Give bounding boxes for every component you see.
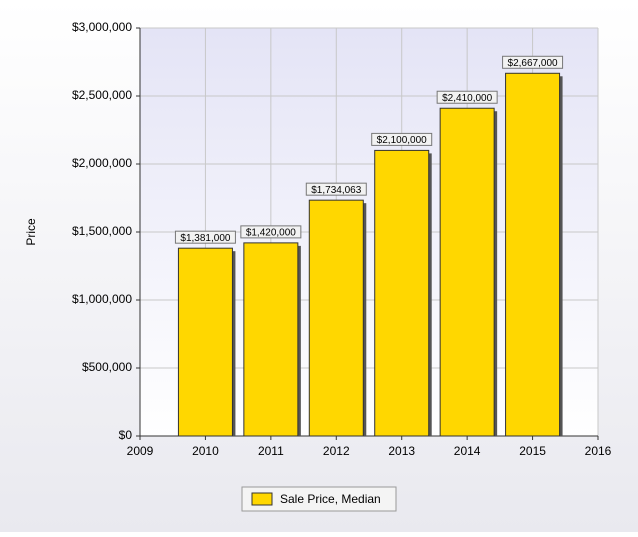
value-label: $1,420,000 <box>246 228 296 239</box>
y-tick-label: $1,500,000 <box>72 224 132 238</box>
bar <box>439 107 495 437</box>
y-tick-label: $500,000 <box>82 360 132 374</box>
bar <box>505 72 561 437</box>
bar <box>177 247 233 437</box>
x-tick-label: 2012 <box>323 444 350 458</box>
value-label-box <box>502 55 564 69</box>
y-tick-label: $0 <box>119 428 133 442</box>
value-label: $1,381,000 <box>180 233 230 244</box>
legend[interactable]: Sale Price, Median <box>241 486 397 512</box>
bar <box>374 149 430 437</box>
value-label-box <box>436 90 498 104</box>
legend-swatch <box>251 492 273 506</box>
value-label-box <box>305 182 367 196</box>
legend-label: Sale Price, Median <box>280 492 381 506</box>
x-tick-label: 2013 <box>388 444 415 458</box>
y-tick-label: $3,000,000 <box>72 20 132 34</box>
value-label-box <box>371 132 433 146</box>
x-tick-label: 2014 <box>454 444 481 458</box>
x-tick-label: 2011 <box>258 444 284 458</box>
value-label: $2,410,000 <box>442 93 492 104</box>
y-tick-label: $1,000,000 <box>72 292 132 306</box>
y-axis-label: Price <box>24 218 38 246</box>
x-tick-label: 2015 <box>519 444 546 458</box>
y-tick-label: $2,000,000 <box>72 156 132 170</box>
x-tick-label: 2009 <box>127 444 154 458</box>
bar <box>308 199 364 437</box>
value-label: $2,100,000 <box>377 135 427 146</box>
x-tick-label: 2016 <box>585 444 612 458</box>
x-tick-label: 2010 <box>192 444 219 458</box>
value-label: $1,734,063 <box>311 185 361 196</box>
value-label: $2,667,000 <box>508 58 558 69</box>
bar <box>243 242 299 437</box>
value-label-box <box>240 225 302 239</box>
y-tick-label: $2,500,000 <box>72 88 132 102</box>
value-label-box <box>174 230 236 244</box>
